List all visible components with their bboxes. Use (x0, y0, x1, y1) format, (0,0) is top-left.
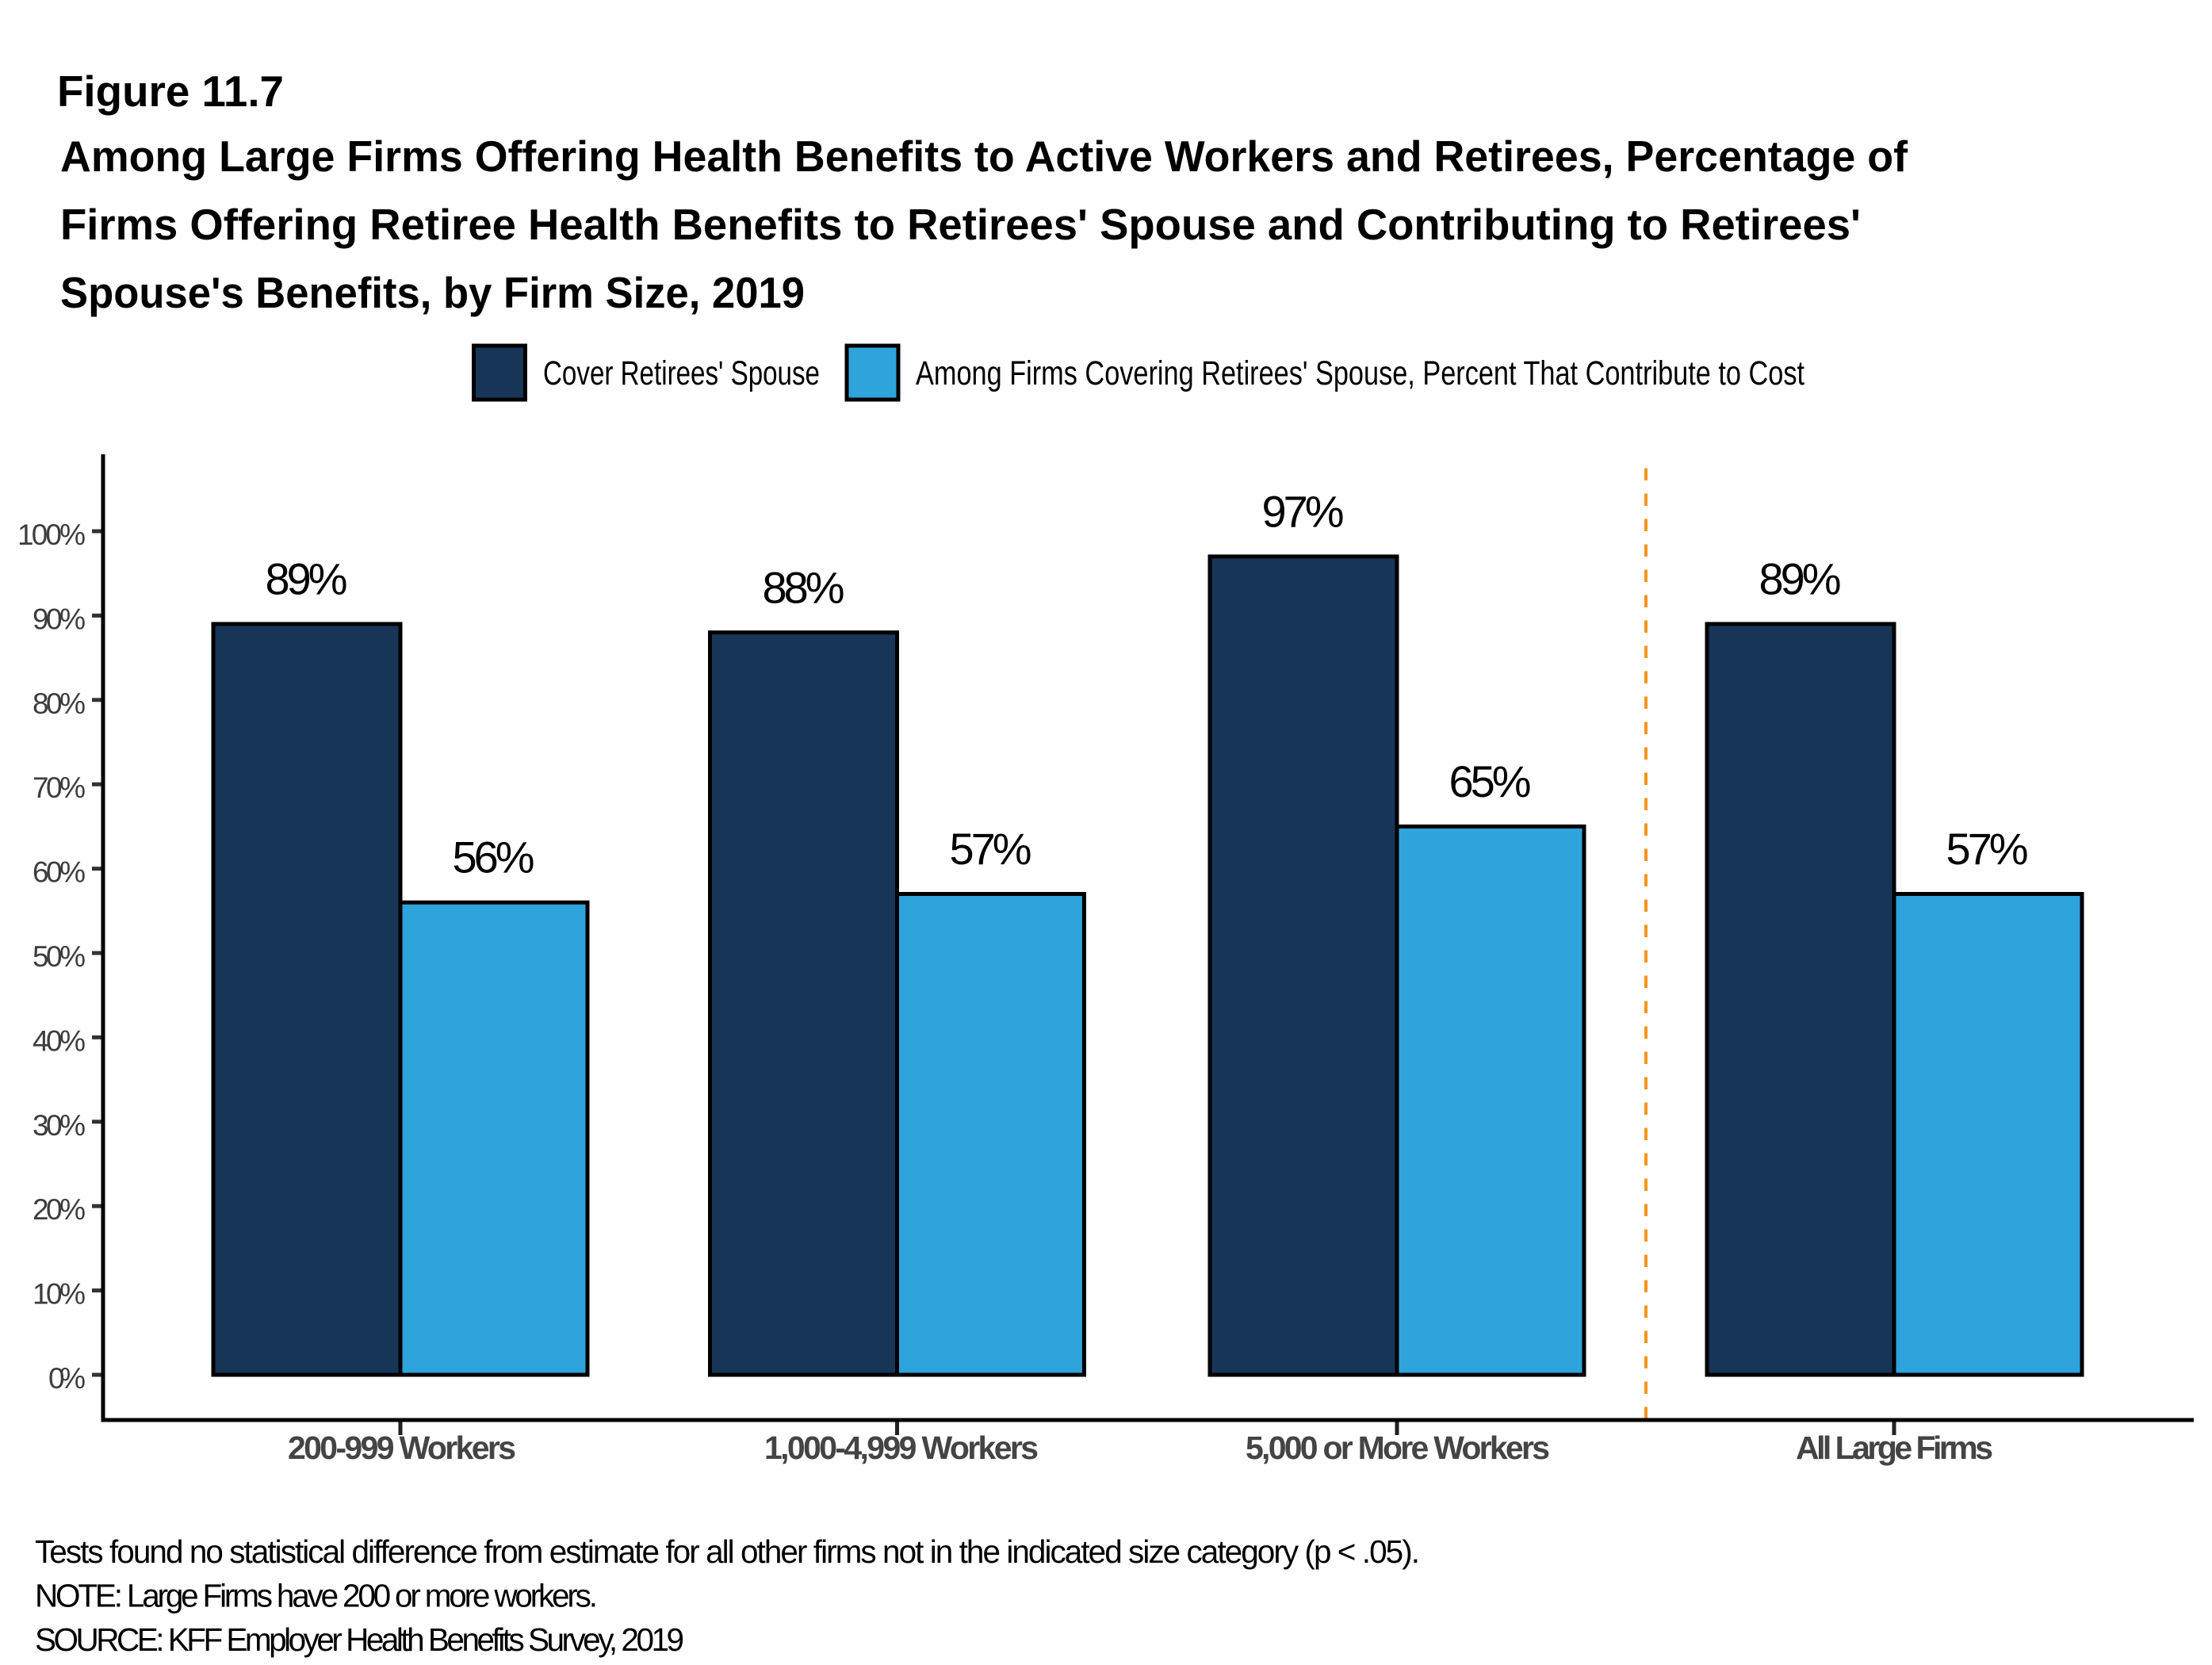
svg-text:200-999 Workers: 200-999 Workers (288, 1430, 516, 1466)
svg-text:57%: 57% (1946, 824, 2029, 874)
svg-text:10%: 10% (33, 1278, 86, 1311)
svg-text:Firms Offering Retiree Health: Firms Offering Retiree Health Benefits t… (60, 200, 1861, 249)
svg-text:65%: 65% (1449, 756, 1532, 806)
svg-text:Among Firms Covering Retirees': Among Firms Covering Retirees' Spouse, P… (916, 354, 1804, 392)
svg-text:100%: 100% (17, 519, 86, 551)
svg-text:NOTE: Large Firms have 200 or: NOTE: Large Firms have 200 or more worke… (35, 1578, 598, 1614)
svg-text:57%: 57% (950, 824, 1032, 874)
svg-text:30%: 30% (33, 1109, 86, 1142)
svg-text:All Large Firms: All Large Firms (1796, 1430, 1993, 1466)
svg-text:SOURCE: KFF Employer Health Be: SOURCE: KFF Employer Health Benefits Sur… (35, 1621, 684, 1658)
svg-text:Tests found no statistical dif: Tests found no statistical difference fr… (35, 1533, 1420, 1570)
svg-text:80%: 80% (33, 687, 86, 720)
svg-text:70%: 70% (33, 771, 86, 804)
svg-text:88%: 88% (763, 563, 845, 613)
svg-text:20%: 20% (33, 1193, 86, 1226)
svg-text:1,000-4,999 Workers: 1,000-4,999 Workers (764, 1430, 1039, 1466)
svg-text:97%: 97% (1262, 487, 1345, 537)
svg-text:Spouse's Benefits, by Firm Siz: Spouse's Benefits, by Firm Size, 2019 (60, 268, 805, 317)
svg-text:40%: 40% (33, 1024, 86, 1057)
svg-text:0%: 0% (48, 1362, 86, 1395)
svg-text:90%: 90% (33, 603, 86, 635)
svg-text:Cover Retirees' Spouse: Cover Retirees' Spouse (543, 354, 820, 392)
svg-text:Among Large Firms Offering Hea: Among Large Firms Offering Health Benefi… (60, 132, 1908, 181)
svg-text:5,000 or More Workers: 5,000 or More Workers (1246, 1430, 1550, 1466)
svg-text:Figure 11.7: Figure 11.7 (57, 67, 284, 116)
svg-text:89%: 89% (266, 554, 348, 604)
svg-text:50%: 50% (33, 940, 86, 973)
svg-text:56%: 56% (453, 832, 535, 882)
svg-text:89%: 89% (1759, 554, 1842, 604)
svg-text:60%: 60% (33, 856, 86, 889)
